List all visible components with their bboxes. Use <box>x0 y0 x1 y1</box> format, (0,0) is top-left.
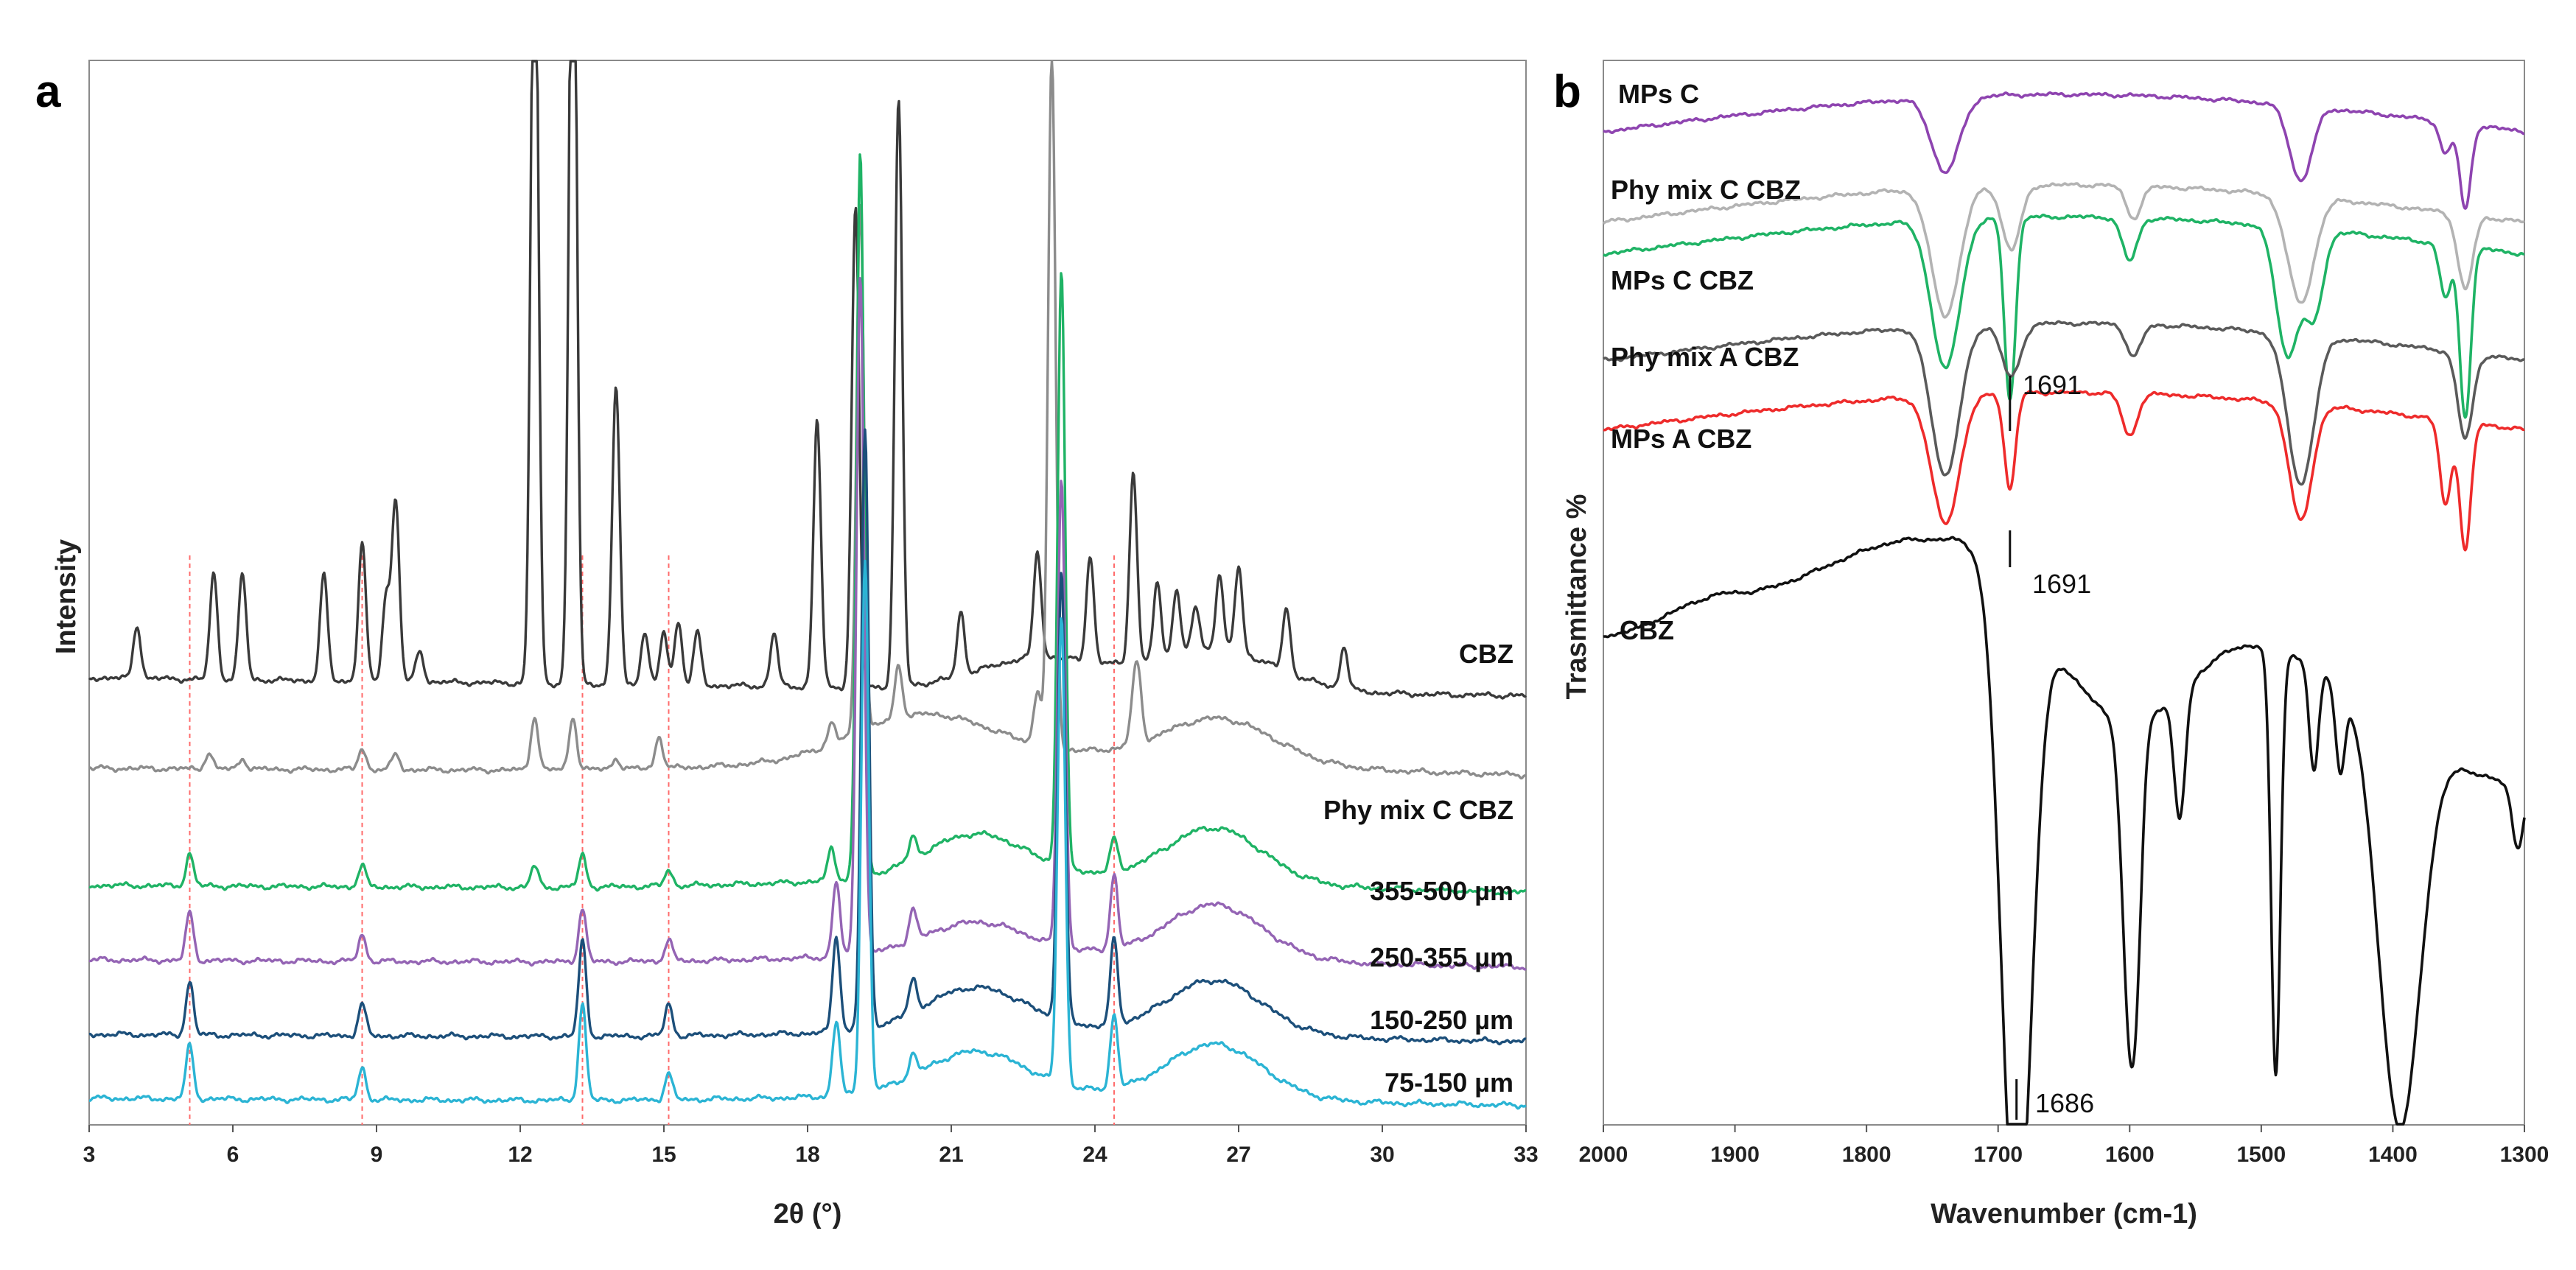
ftir-annotation-1691-2: 1691 <box>2032 569 2091 599</box>
xrd-tick-label-12: 12 <box>508 1143 532 1167</box>
xrd-tick-label-3: 3 <box>83 1143 96 1167</box>
xrd-series-355-500-um <box>88 153 1527 896</box>
ftir-tick-label-1800: 1800 <box>1842 1143 1891 1167</box>
ftir-tick-label-1500: 1500 <box>2236 1143 2286 1167</box>
ftir-tick-label-1900: 1900 <box>1710 1143 1760 1167</box>
ftir-label-phy-mix-a-cbz-3: Phy mix A CBZ <box>1611 342 1799 372</box>
xrd-tick-label-18: 18 <box>795 1143 819 1167</box>
ftir-series-cbz <box>1603 536 2526 1126</box>
ftir-annotation-1691-1: 1691 <box>2023 370 2082 400</box>
ftir-tick-label-1400: 1400 <box>2368 1143 2418 1167</box>
xrd-label-355-500-um: 355-500 µm <box>1370 876 1513 906</box>
ftir-series-mps-c <box>1603 91 2525 210</box>
panel-b-letter: b <box>1553 66 1581 117</box>
ftir-tick-label-1600: 1600 <box>2105 1143 2155 1167</box>
ftir-tick-label-1300: 1300 <box>2500 1143 2549 1167</box>
panel-a-series-group <box>88 60 1527 1110</box>
ftir-series-mps-a-cbz <box>1603 389 2525 552</box>
panel-b-x-axis-title: Wavenumber (cm-1) <box>1931 1199 2197 1229</box>
xrd-tick-label-33: 33 <box>1513 1143 1538 1167</box>
xrd-series-250-355-um <box>88 277 1527 971</box>
xrd-label-150-250-um: 150-250 µm <box>1370 1005 1513 1035</box>
xrd-label-cbz: CBZ <box>1459 639 1513 669</box>
xrd-tick-label-30: 30 <box>1370 1143 1394 1167</box>
xrd-tick-label-21: 21 <box>939 1143 963 1167</box>
panel-a-series-labels: CBZ Phy mix C CBZ 355-500 µm 250-355 µm 150-… <box>1323 639 1513 1098</box>
panel-b-plot-frame <box>1603 60 2525 1126</box>
panel-b-ftir-chart: b MPs C Phy mix C CBZ MPs C CBZ Phy mix A C… <box>1553 60 2549 1229</box>
ftir-label-phy-mix-c-cbz-1: Phy mix C CBZ <box>1611 175 1801 205</box>
ftir-label-mps-c-cbz-2: MPs C CBZ <box>1611 265 1754 295</box>
xrd-tick-label-24: 24 <box>1082 1143 1107 1167</box>
ftir-label-mps-c-0: MPs C <box>1618 79 1699 109</box>
xrd-label-phy-mix-c-cbz: Phy mix C CBZ <box>1323 795 1513 825</box>
panel-b-y-axis-title: Trasmittance % <box>1561 494 1592 700</box>
panel-a-letter: a <box>35 66 61 117</box>
ftir-series-phy-mix-c-cbz <box>1603 182 2525 319</box>
ftir-series-mps-c-cbz <box>1603 214 2525 419</box>
ftir-tick-label-2000: 2000 <box>1579 1143 1628 1167</box>
ftir-label-cbz-5: CBZ <box>1620 615 1674 645</box>
panel-b-annotations: 1691 1691 1686 <box>2009 370 2094 1120</box>
panel-a-x-axis-title: 2θ (°) <box>774 1199 842 1229</box>
xrd-series-cbz <box>88 60 1527 700</box>
panel-a-reference-lines <box>189 555 1115 1125</box>
xrd-tick-label-6: 6 <box>227 1143 239 1167</box>
panel-a-y-axis-title: Intensity <box>51 539 82 654</box>
ftir-annotation-1686-3: 1686 <box>2035 1088 2094 1118</box>
ftir-tick-label-1700: 1700 <box>1973 1143 2023 1167</box>
ftir-label-mps-a-cbz-4: MPs A CBZ <box>1611 424 1751 454</box>
panel-b-series-group <box>1602 91 2526 1126</box>
xrd-tick-label-27: 27 <box>1226 1143 1250 1167</box>
xrd-series-phy-mix-c-cbz <box>88 60 1527 780</box>
xrd-tick-label-9: 9 <box>371 1143 383 1167</box>
panel-a-xrd-chart: a CBZ Phy mix C CBZ 355-500 µm 250-355 µm 15… <box>35 60 1539 1229</box>
xrd-label-75-150-um: 75-150 µm <box>1385 1067 1513 1098</box>
xrd-series-75-150-um <box>88 559 1527 1110</box>
panel-b-series-labels: MPs C Phy mix C CBZ MPs C CBZ Phy mix A CBZ… <box>1611 79 1801 645</box>
xrd-label-250-355-um: 250-355 µm <box>1370 942 1513 972</box>
ftir-series-phy-mix-a-cbz <box>1602 320 2525 486</box>
xrd-tick-label-15: 15 <box>651 1143 676 1167</box>
panel-b-x-ticks: 2000 1900 1800 1700 1600 1500 1400 1300 <box>1579 1125 2549 1167</box>
panel-a-x-ticks: 3 6 9 12 15 18 21 24 27 30 33 <box>83 1125 1539 1167</box>
xrd-series-150-250-um <box>88 428 1527 1046</box>
